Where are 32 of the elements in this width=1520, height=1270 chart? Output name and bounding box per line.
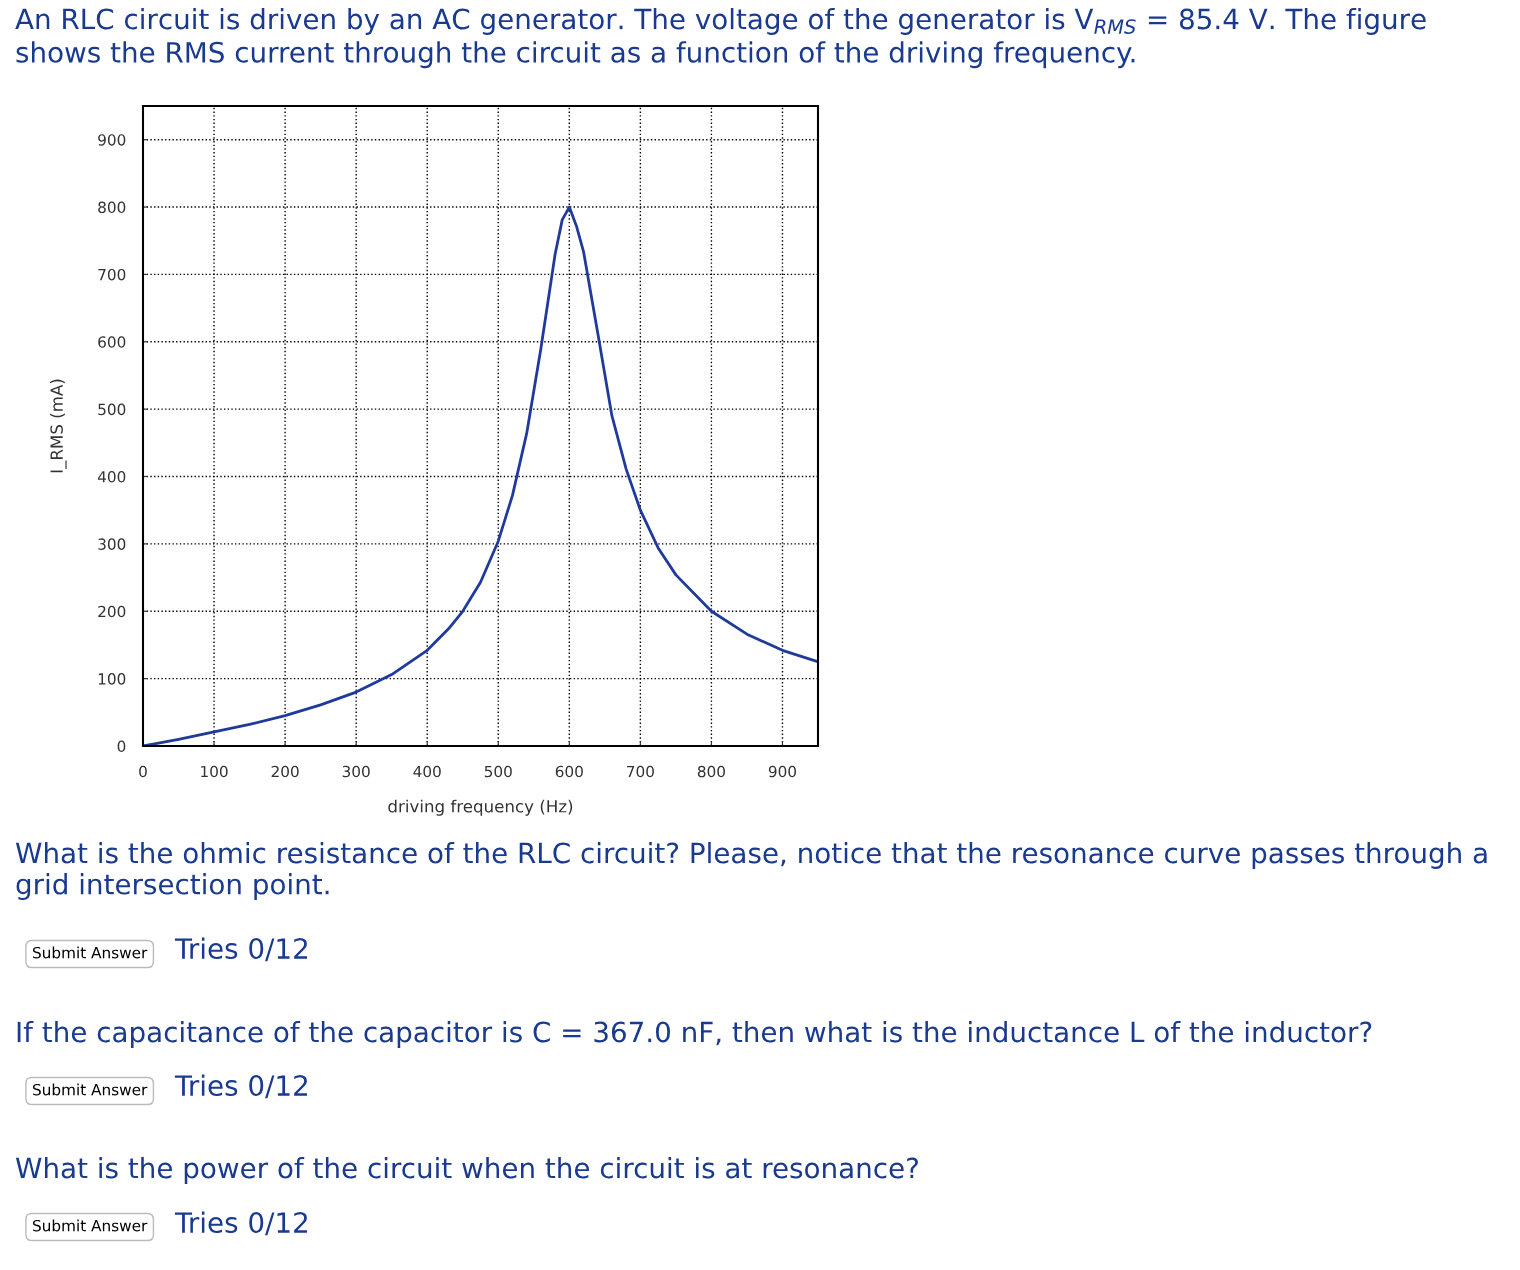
text: Submit Answer: [33, 946, 148, 959]
x-tick-label: 400: [413, 765, 441, 778]
y-axis-title: I_RMS (mA): [50, 379, 67, 473]
text: Tries 0/12: [174, 1211, 307, 1236]
y-tick-label: 0: [117, 740, 126, 753]
y-tick-label: 900: [98, 134, 126, 146]
x-axis-title: driving frequency (Hz): [388, 799, 573, 816]
y-tick-label: 100: [98, 673, 126, 685]
x-tick-label: 300: [342, 765, 370, 778]
chart-title: An RLC circuit is driven by an AC generator. The voltage of the generator is V$_{RMS}$ = 85.4 V. The figure shows the RMS current through the circuit as a function of the driving frequency.: [15, 8, 1426, 69]
text: Tries 0/12: [174, 1074, 307, 1099]
y-tick-label: 300: [98, 538, 126, 550]
text: If the capacitance of the capacitor is C = 367.0 nF, then what is the inductance L of the inductor?: [17, 1021, 1372, 1048]
x-tick-label: 900: [768, 765, 797, 778]
x-tick-label: 700: [627, 765, 654, 778]
x-tick-label: 100: [201, 765, 228, 778]
text: Submit Answer: [33, 1083, 148, 1096]
text: What is the power of the circuit when the circuit is at resonance?: [15, 1157, 918, 1184]
y-tick-label: 600: [98, 336, 126, 348]
y-tick-label: 800: [98, 201, 126, 214]
x-tick-label: 500: [484, 765, 512, 778]
y-tick-label: 400: [97, 470, 126, 483]
x-tick-label: 200: [271, 765, 299, 778]
text: Submit Answer: [33, 1219, 148, 1232]
x-tick-label: 800: [697, 765, 725, 778]
x-tick-label: 600: [555, 765, 583, 778]
y-tick-label: 200: [98, 605, 126, 618]
y-tick-label: 700: [98, 268, 126, 281]
y-tick-label: 500: [98, 403, 126, 416]
x-tick-label: 0: [139, 765, 147, 778]
text: What is the ohmic resistance of the RLC circuit? Please, notice that the resonance curve passes through a grid intersection point.: [15, 842, 1487, 900]
text: Tries 0/12: [174, 937, 307, 962]
